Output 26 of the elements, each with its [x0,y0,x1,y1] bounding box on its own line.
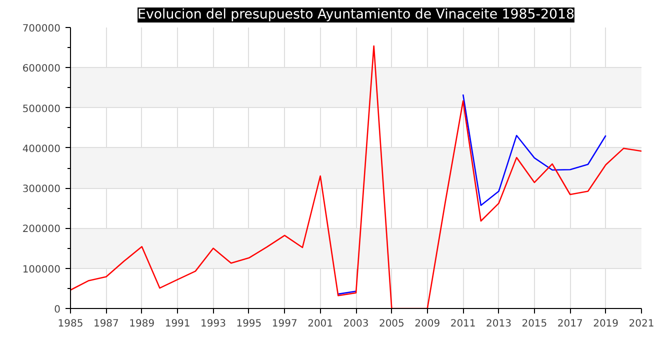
x-tick-label: 2015 [522,318,548,330]
x-tick-label: 1985 [58,318,84,330]
x-tick-label: 1997 [272,318,298,330]
y-tick-label: 600000 [22,64,61,75]
x-tick-label: 2011 [450,318,476,330]
x-tick-label: 2013 [486,318,512,330]
y-tick-label: 300000 [22,184,61,196]
x-tick-label: 2017 [557,318,583,330]
x-tick-label: 2003 [343,318,369,330]
chart-title: Evolucion del presupuesto Ayuntamiento de Vinaceite 1985-2018 [138,8,574,22]
y-tick-label: 400000 [22,144,61,155]
x-tick-label: 1995 [236,318,262,330]
x-tick-label: 1993 [200,318,226,330]
x-tick-label: 2009 [414,318,440,330]
x-tick-label: 2005 [378,318,404,330]
y-tick-label: 100000 [22,264,61,276]
y-tick-label: 0 [54,304,61,316]
x-tick-label: 2001 [308,318,334,330]
x-tick-label: 2021 [628,318,654,330]
x-tick-label: 2019 [593,318,619,330]
x-tick-label: 1989 [129,318,155,330]
y-tick-label: 700000 [22,24,61,34]
x-tick-label: 1987 [93,318,119,330]
x-tick-label: 1991 [164,318,190,330]
y-tick-label: 200000 [22,224,61,236]
y-tick-label: 500000 [22,104,61,115]
